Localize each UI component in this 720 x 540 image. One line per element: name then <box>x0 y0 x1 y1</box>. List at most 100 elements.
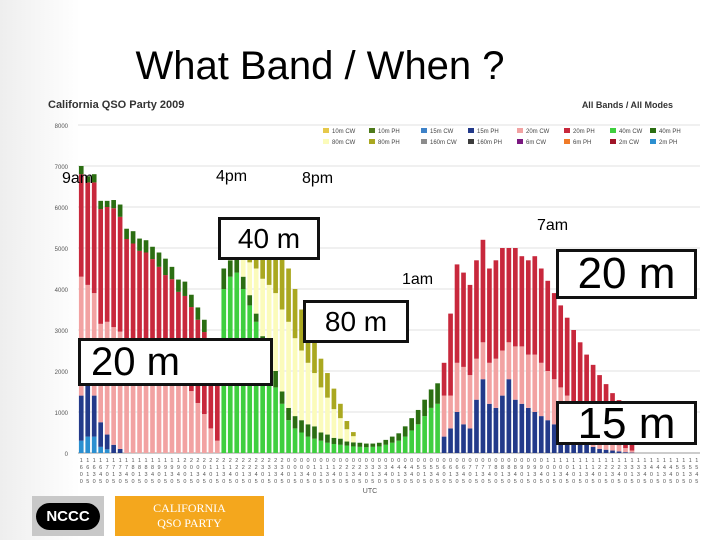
x-tick-digit: 5 <box>423 465 426 471</box>
chart-subtitle: All Bands / All Modes <box>581 100 673 110</box>
time-label-9am: 9am <box>62 170 94 187</box>
bar-segment <box>402 426 408 437</box>
chart-title: California QSO Party 2009 <box>48 99 185 111</box>
x-tick-digit: 1 <box>190 472 193 478</box>
x-tick-digit: 0 <box>520 479 523 485</box>
x-tick-digit: 4 <box>151 472 154 478</box>
x-tick-digit: 0 <box>611 479 614 485</box>
x-tick-digit: 4 <box>306 472 309 478</box>
x-tick-digit: 2 <box>605 465 608 471</box>
bar-segment <box>435 403 440 453</box>
x-tick-digit: 0 <box>650 472 653 478</box>
x-tick-digit: 1 <box>656 458 659 464</box>
bar-segment <box>195 402 201 453</box>
bar-segment <box>143 240 149 253</box>
x-tick-digit: 8 <box>507 465 510 471</box>
x-tick-digit: 3 <box>611 472 614 478</box>
x-tick-digit: 1 <box>682 472 685 478</box>
bar-segment <box>519 346 525 404</box>
x-tick-digit: 7 <box>475 465 478 471</box>
bar-segment <box>111 200 116 209</box>
bar-segment <box>525 354 531 408</box>
x-tick-digit: 1 <box>229 465 232 471</box>
x-tick-digit: 0 <box>462 458 465 464</box>
x-tick-digit: 1 <box>669 458 672 464</box>
bar-segment <box>590 446 596 453</box>
x-tick-digit: 4 <box>695 472 698 478</box>
x-tick-digit: 5 <box>566 479 569 485</box>
x-tick-digit: 0 <box>339 479 342 485</box>
bar-segment <box>344 429 350 442</box>
x-tick-digit: 0 <box>624 472 627 478</box>
x-tick-digit: 1 <box>99 458 102 464</box>
x-tick-digit: 9 <box>527 465 530 471</box>
bar-segment <box>338 438 343 445</box>
x-tick-digit: 0 <box>196 465 199 471</box>
bar-segment <box>448 313 453 396</box>
x-tick-digit: 6 <box>93 465 96 471</box>
x-tick-digit: 1 <box>242 472 245 478</box>
x-tick-digit: 0 <box>157 479 160 485</box>
bar-segment <box>383 444 389 453</box>
time-label-8pm: 8pm <box>302 170 334 187</box>
x-tick-digit: 0 <box>430 458 433 464</box>
x-tick-digit: 5 <box>682 479 685 485</box>
x-tick-digit: 7 <box>125 465 128 471</box>
bar-segment <box>487 268 492 363</box>
x-tick-digit: 4 <box>650 465 653 471</box>
x-tick-digit: 3 <box>170 472 173 478</box>
x-tick-digit: 0 <box>443 458 446 464</box>
bar-segment <box>428 407 434 453</box>
x-tick-digit: 2 <box>235 458 238 464</box>
bar-segment <box>370 446 376 453</box>
x-tick-digit: 0 <box>468 479 471 485</box>
x-tick-digit: 1 <box>585 458 588 464</box>
x-tick-digit: 0 <box>533 458 536 464</box>
x-tick-digit: 5 <box>138 479 141 485</box>
x-tick-digit: 5 <box>462 479 465 485</box>
x-tick-digit: 5 <box>540 479 543 485</box>
x-tick-digit: 1 <box>449 472 452 478</box>
x-tick-digit: 9 <box>157 465 160 471</box>
slide-decoration <box>0 0 80 540</box>
bar-segment <box>117 448 123 453</box>
x-tick-digit: 2 <box>242 458 245 464</box>
x-tick-digit: 0 <box>391 472 394 478</box>
bar-segment <box>441 395 447 437</box>
bar-segment <box>461 424 466 453</box>
x-tick-digit: 1 <box>112 458 115 464</box>
time-label-1am: 1am <box>402 271 434 288</box>
legend-label: 40m PH <box>659 129 681 135</box>
x-tick-digit: 0 <box>443 472 446 478</box>
x-tick-digit: 4 <box>669 465 672 471</box>
bar-segment <box>590 364 596 427</box>
bar-segment <box>104 434 110 450</box>
x-tick-digit: 4 <box>617 472 620 478</box>
bar-segment <box>299 432 304 453</box>
x-tick-digit: 4 <box>177 472 180 478</box>
x-tick-digit: 2 <box>203 458 206 464</box>
nccc-logo: NCCC <box>32 496 104 536</box>
x-tick-digit: 2 <box>190 458 193 464</box>
x-tick-digit: 1 <box>501 472 504 478</box>
x-tick-digit: 0 <box>183 465 186 471</box>
x-tick-digit: 0 <box>306 458 309 464</box>
x-tick-digit: 5 <box>229 479 232 485</box>
x-tick-digit: 1 <box>151 458 154 464</box>
x-tick-digit: 4 <box>255 472 258 478</box>
bar-segment <box>312 426 317 439</box>
x-tick-digit: 0 <box>533 479 536 485</box>
x-tick-digit: 0 <box>261 479 264 485</box>
x-tick-digit: 6 <box>462 465 465 471</box>
x-tick-digit: 0 <box>507 479 510 485</box>
x-tick-digit: 3 <box>643 465 646 471</box>
x-tick-digit: 4 <box>332 472 335 478</box>
bar-segment <box>214 383 220 441</box>
x-tick-digit: 0 <box>365 479 368 485</box>
bar-segment <box>422 416 427 453</box>
x-tick-digit: 0 <box>507 458 510 464</box>
legend-label: 20m PH <box>573 129 595 135</box>
x-axis-label: UTC <box>363 488 377 495</box>
x-tick-digit: 5 <box>682 465 685 471</box>
x-tick-digit: 0 <box>132 472 135 478</box>
